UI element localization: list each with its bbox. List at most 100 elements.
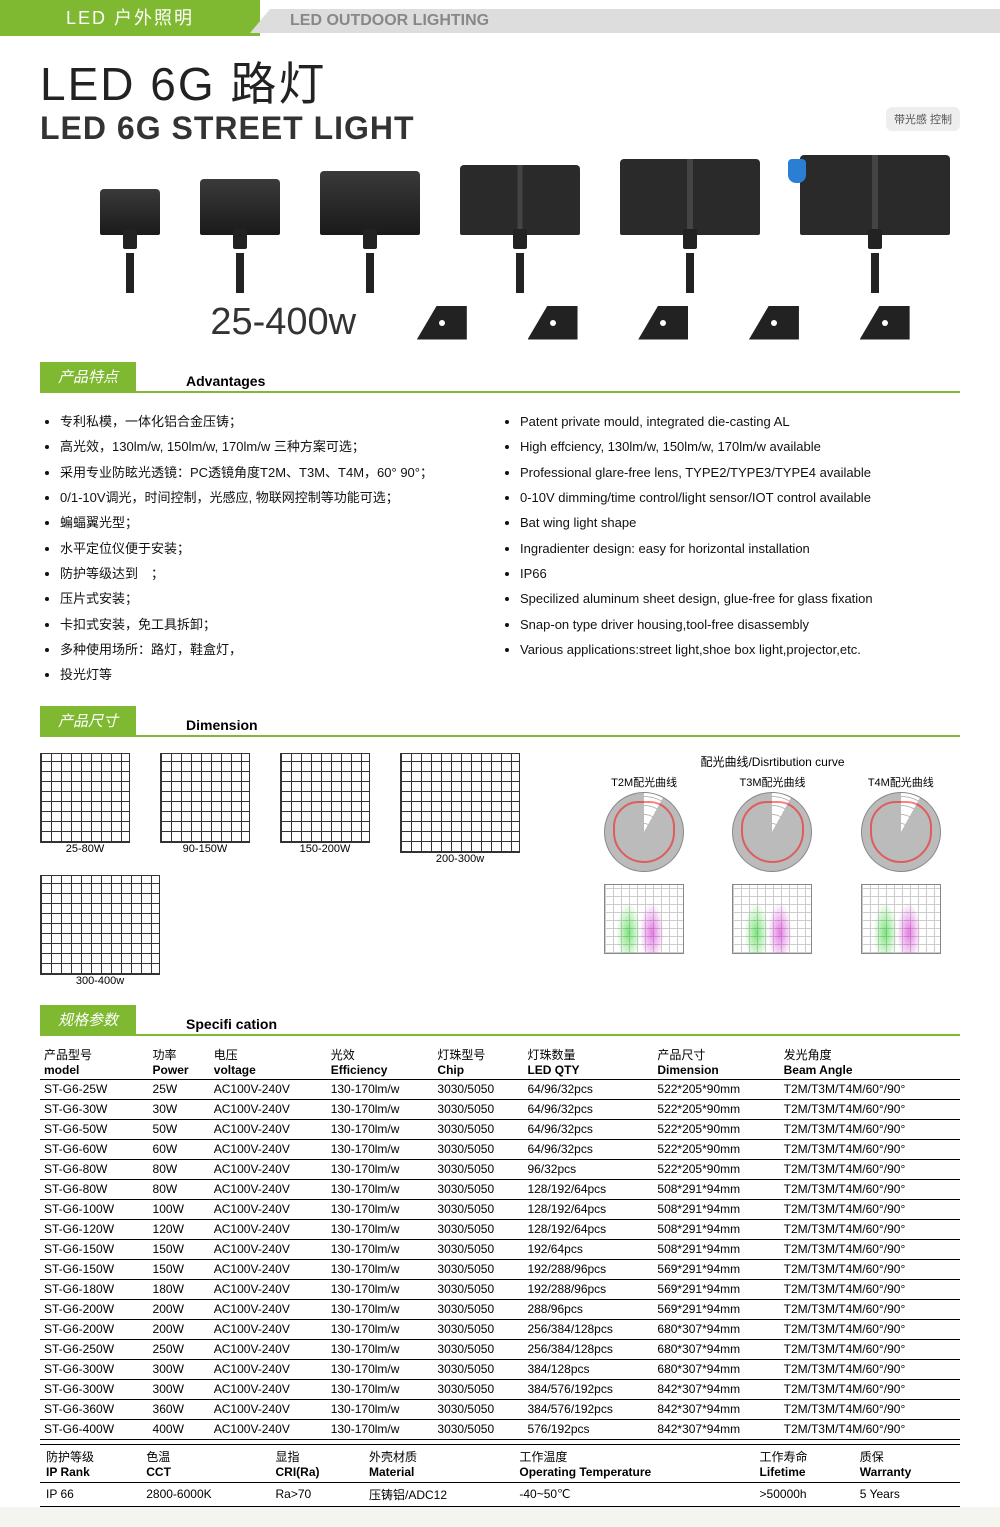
table-cell: ST-G6-200W <box>40 1319 149 1339</box>
table-cell: 128/192/64pcs <box>523 1199 653 1219</box>
table-cell: T2M/T3M/T4M/60°/90° <box>780 1359 960 1379</box>
sensor-badge: 带光感 控制 <box>886 107 960 131</box>
dimension-label: 25-80W <box>40 843 130 855</box>
advantage-item: Professional glare-free lens, TYPE2/TYPE… <box>520 460 960 485</box>
table-cell: 522*205*90mm <box>653 1079 779 1099</box>
table-cell: Ra>70 <box>269 1482 363 1506</box>
table-cell: 3030/5050 <box>433 1259 523 1279</box>
dimension-label: 90-150W <box>160 843 250 855</box>
advantage-item: 多种使用场所：路灯，鞋盒灯， <box>60 637 500 662</box>
advantage-item: High effciency, 130lm/w, 150lm/w, 170lm/… <box>520 434 960 459</box>
table-row: ST-G6-150W150WAC100V-240V130-170lm/w3030… <box>40 1239 960 1259</box>
table-cell: T2M/T3M/T4M/60°/90° <box>780 1219 960 1239</box>
table-row: ST-G6-300W300WAC100V-240V130-170lm/w3030… <box>40 1359 960 1379</box>
table-row: ST-G6-360W360WAC100V-240V130-170lm/w3030… <box>40 1399 960 1419</box>
table-cell: AC100V-240V <box>210 1419 327 1439</box>
table-cell: AC100V-240V <box>210 1219 327 1239</box>
bracket-icon <box>749 306 799 340</box>
table-cell: 522*205*90mm <box>653 1159 779 1179</box>
table-cell: 3030/5050 <box>433 1099 523 1119</box>
table-cell: ST-G6-60W <box>40 1139 149 1159</box>
table-cell: 120W <box>149 1219 210 1239</box>
table-cell: 569*291*94mm <box>653 1279 779 1299</box>
advantages-block: 专利私模，一体化铝合金压铸；高光效，130lm/w, 150lm/w, 170l… <box>0 401 1000 696</box>
table-cell: ST-G6-50W <box>40 1119 149 1139</box>
table-cell: 3030/5050 <box>433 1299 523 1319</box>
table-cell: 200W <box>149 1299 210 1319</box>
table-cell: 3030/5050 <box>433 1179 523 1199</box>
table-cell: 50W <box>149 1119 210 1139</box>
table-header: 光效Efficiency <box>327 1044 434 1080</box>
table-cell: 192/64pcs <box>523 1239 653 1259</box>
table-cell: 130-170lm/w <box>327 1099 434 1119</box>
table-cell: 3030/5050 <box>433 1139 523 1159</box>
dimension-drawings: 25-80W90-150W150-200W200-300w300-400w <box>40 753 565 987</box>
graph-chart-icon <box>861 884 941 954</box>
dimension-drawing: 90-150W <box>160 753 250 865</box>
table-cell: T2M/T3M/T4M/60°/90° <box>780 1179 960 1199</box>
table-row: ST-G6-180W180WAC100V-240V130-170lm/w3030… <box>40 1279 960 1299</box>
table-row: ST-G6-60W60WAC100V-240V130-170lm/w3030/5… <box>40 1139 960 1159</box>
section-advantages-header: 产品特点 Advantages <box>40 362 960 393</box>
title-block: LED 6G 路灯 LED 6G STREET LIGHT <box>0 36 1000 147</box>
table-cell: 80W <box>149 1159 210 1179</box>
table-cell: 3030/5050 <box>433 1239 523 1259</box>
footer-spec-table: 防护等级IP Rank色温CCT显指CRI(Ra)外壳材质Material工作温… <box>40 1444 960 1507</box>
table-cell: 250W <box>149 1339 210 1359</box>
curve-label: T4M配光曲线 <box>861 774 941 790</box>
table-cell: T2M/T3M/T4M/60°/90° <box>780 1319 960 1339</box>
table-row: ST-G6-300W300WAC100V-240V130-170lm/w3030… <box>40 1379 960 1399</box>
table-row: ST-G6-80W80WAC100V-240V130-170lm/w3030/5… <box>40 1159 960 1179</box>
table-cell: ST-G6-300W <box>40 1379 149 1399</box>
table-cell: 3030/5050 <box>433 1119 523 1139</box>
header-bar: LED 户外照明 LED OUTDOOR LIGHTING <box>0 0 1000 36</box>
dimension-label: 150-200W <box>280 843 370 855</box>
table-cell: ST-G6-150W <box>40 1239 149 1259</box>
table-cell: 3030/5050 <box>433 1359 523 1379</box>
table-cell: 130-170lm/w <box>327 1259 434 1279</box>
curve-column <box>604 882 684 956</box>
table-cell: AC100V-240V <box>210 1099 327 1119</box>
table-row: ST-G6-50W50WAC100V-240V130-170lm/w3030/5… <box>40 1119 960 1139</box>
advantage-item: Various applications:street light,shoe b… <box>520 637 960 662</box>
advantage-item: 专利私模，一体化铝合金压铸； <box>60 409 500 434</box>
product-image <box>800 155 950 293</box>
product-image <box>200 179 280 293</box>
table-cell: ST-G6-300W <box>40 1359 149 1379</box>
curve-row-graph <box>585 882 960 956</box>
table-cell: 130-170lm/w <box>327 1219 434 1239</box>
table-cell: 842*307*94mm <box>653 1379 779 1399</box>
table-cell: T2M/T3M/T4M/60°/90° <box>780 1259 960 1279</box>
table-header: 产品型号model <box>40 1044 149 1080</box>
table-row: IP 662800-6000KRa>70压铸铝/ADC12-40~50℃>500… <box>40 1482 960 1506</box>
table-cell: 3030/5050 <box>433 1199 523 1219</box>
product-image <box>320 171 420 293</box>
table-cell: 128/192/64pcs <box>523 1179 653 1199</box>
table-cell: AC100V-240V <box>210 1199 327 1219</box>
table-cell: 3030/5050 <box>433 1339 523 1359</box>
advantages-list-cn: 专利私模，一体化铝合金压铸；高光效，130lm/w, 150lm/w, 170l… <box>40 409 500 688</box>
table-cell: AC100V-240V <box>210 1159 327 1179</box>
table-cell: AC100V-240V <box>210 1319 327 1339</box>
curve-label: T2M配光曲线 <box>604 774 684 790</box>
advantage-item: 水平定位仪便于安装； <box>60 536 500 561</box>
table-cell: T2M/T3M/T4M/60°/90° <box>780 1079 960 1099</box>
table-cell: 200W <box>149 1319 210 1339</box>
table-cell: 3030/5050 <box>433 1159 523 1179</box>
table-row: ST-G6-250W250WAC100V-240V130-170lm/w3030… <box>40 1339 960 1359</box>
table-cell: 842*307*94mm <box>653 1399 779 1419</box>
table-cell: 100W <box>149 1199 210 1219</box>
table-cell: 522*205*90mm <box>653 1139 779 1159</box>
table-row: ST-G6-200W200WAC100V-240V130-170lm/w3030… <box>40 1319 960 1339</box>
table-cell: T2M/T3M/T4M/60°/90° <box>780 1379 960 1399</box>
advantage-item: 蝙蝠翼光型； <box>60 510 500 535</box>
table-cell: 192/288/96pcs <box>523 1259 653 1279</box>
table-cell: 96/32pcs <box>523 1159 653 1179</box>
table-cell: 384/128pcs <box>523 1359 653 1379</box>
table-row: ST-G6-400W400WAC100V-240V130-170lm/w3030… <box>40 1419 960 1439</box>
table-cell: 288/96pcs <box>523 1299 653 1319</box>
table-cell: 150W <box>149 1239 210 1259</box>
table-header-row: 产品型号model功率Power电压voltage光效Efficiency灯珠型… <box>40 1044 960 1080</box>
advantage-item: 高光效，130lm/w, 150lm/w, 170lm/w 三种方案可选； <box>60 434 500 459</box>
dimension-drawing: 150-200W <box>280 753 370 865</box>
